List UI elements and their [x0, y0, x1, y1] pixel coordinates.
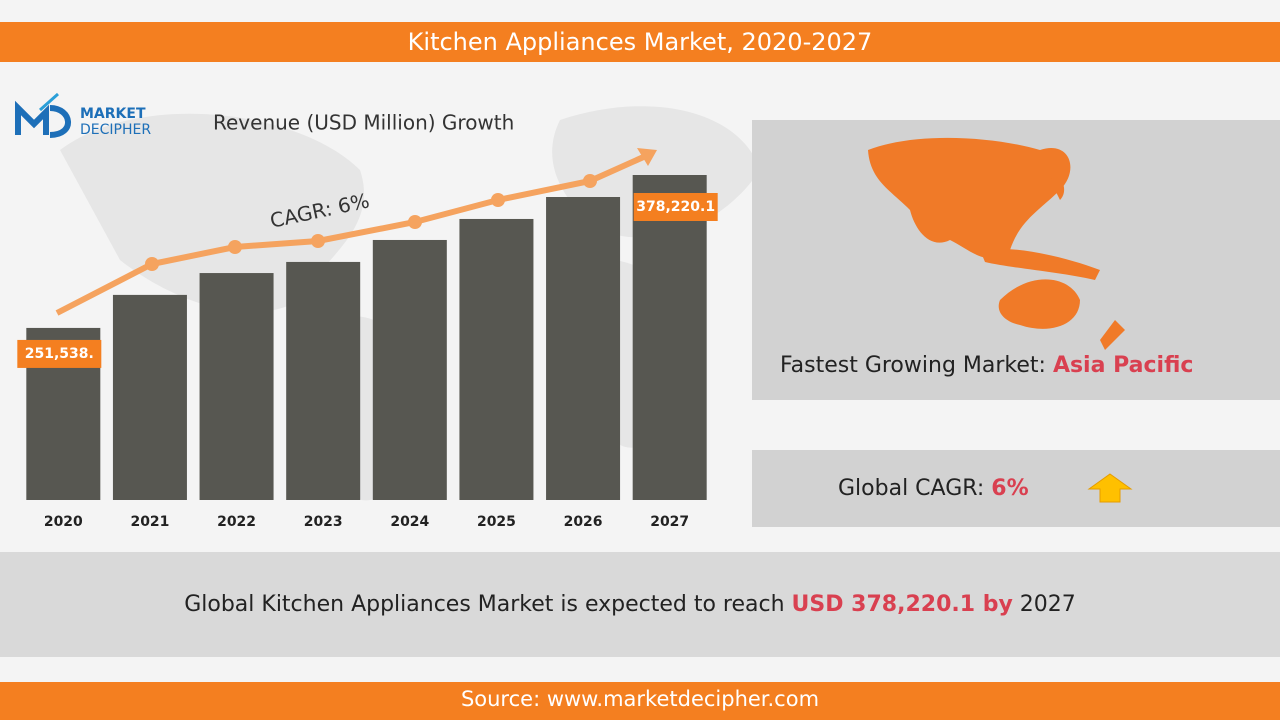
- bar: [112, 294, 187, 500]
- value-label: 378,220.1: [636, 199, 715, 215]
- up-arrow-icon: [1087, 473, 1133, 503]
- x-tick-label: 2026: [564, 514, 603, 530]
- bar: [632, 175, 707, 500]
- logo-text: DECIPHER: [80, 122, 151, 138]
- summary: Global Kitchen Appliances Market is expe…: [184, 592, 1076, 617]
- x-tick-label: 2022: [217, 514, 256, 530]
- x-tick-label: 2020: [44, 514, 83, 530]
- cagr-panel: [752, 450, 1280, 527]
- value-label: 251,538.: [25, 346, 94, 362]
- x-tick-label: 2024: [390, 514, 429, 530]
- bar: [199, 273, 274, 500]
- summary-amount: USD 378,220.1: [792, 592, 976, 617]
- trend-dot: [311, 234, 325, 248]
- chart-title: Kitchen Appliances Market, 2020-2027: [408, 28, 873, 56]
- map-shape: [868, 137, 1071, 259]
- summary-text: Global Kitchen Appliances Market is expe…: [184, 592, 791, 617]
- summary-by: by: [975, 592, 1013, 617]
- logo-mark: [15, 100, 49, 135]
- trend-dot: [408, 215, 422, 229]
- source-bar: [0, 682, 1280, 720]
- cagr-value: 6%: [991, 476, 1028, 501]
- bar: [546, 196, 621, 501]
- trend-dot: [228, 240, 242, 254]
- trend-dot: [583, 174, 597, 188]
- asia-pacific-map: [868, 137, 1125, 350]
- x-tick-label: 2023: [304, 514, 343, 530]
- bar: [372, 239, 447, 500]
- map-shape: [998, 279, 1080, 329]
- logo-arrow: [39, 92, 59, 112]
- x-tick-label: 2027: [650, 514, 689, 530]
- logo: MARKET DECIPHER: [15, 92, 151, 138]
- trend-dot: [145, 257, 159, 271]
- trend-line: [55, 152, 650, 316]
- summary-year: 2027: [1013, 592, 1076, 617]
- summary-band: [0, 552, 1280, 657]
- map-shape: [1100, 320, 1125, 350]
- cagr-label: Global CAGR: 6%: [838, 476, 1029, 501]
- map-shape: [980, 248, 1100, 280]
- title-bar: [0, 22, 1280, 62]
- chart-subtitle: Revenue (USD Million) Growth: [213, 111, 514, 135]
- value-label-box: [17, 339, 102, 368]
- growth-arrow: [55, 148, 657, 316]
- cagr-label-text: Global CAGR:: [838, 476, 991, 501]
- trend-dot: [491, 193, 505, 207]
- value-label-box: [633, 193, 718, 221]
- bar: [286, 261, 361, 500]
- region-label: Fastest Growing Market: Asia Pacific: [780, 353, 1193, 378]
- source: Source: www.marketdecipher.com: [461, 687, 819, 711]
- logo-text: MARKET: [80, 106, 146, 122]
- region-label-text: Fastest Growing Market:: [780, 353, 1053, 378]
- logo-mark: [49, 105, 71, 138]
- x-tick-label: 2021: [130, 514, 169, 530]
- x-tick-label: 2025: [477, 514, 516, 530]
- map-shape: [1050, 177, 1065, 200]
- bar: [459, 218, 534, 500]
- region-value: Asia Pacific: [1053, 353, 1193, 378]
- bars: 2020 251,538. 2021 2022 2023 2024 2025 2026 2027…: [17, 175, 718, 530]
- arrow-head: [637, 148, 657, 166]
